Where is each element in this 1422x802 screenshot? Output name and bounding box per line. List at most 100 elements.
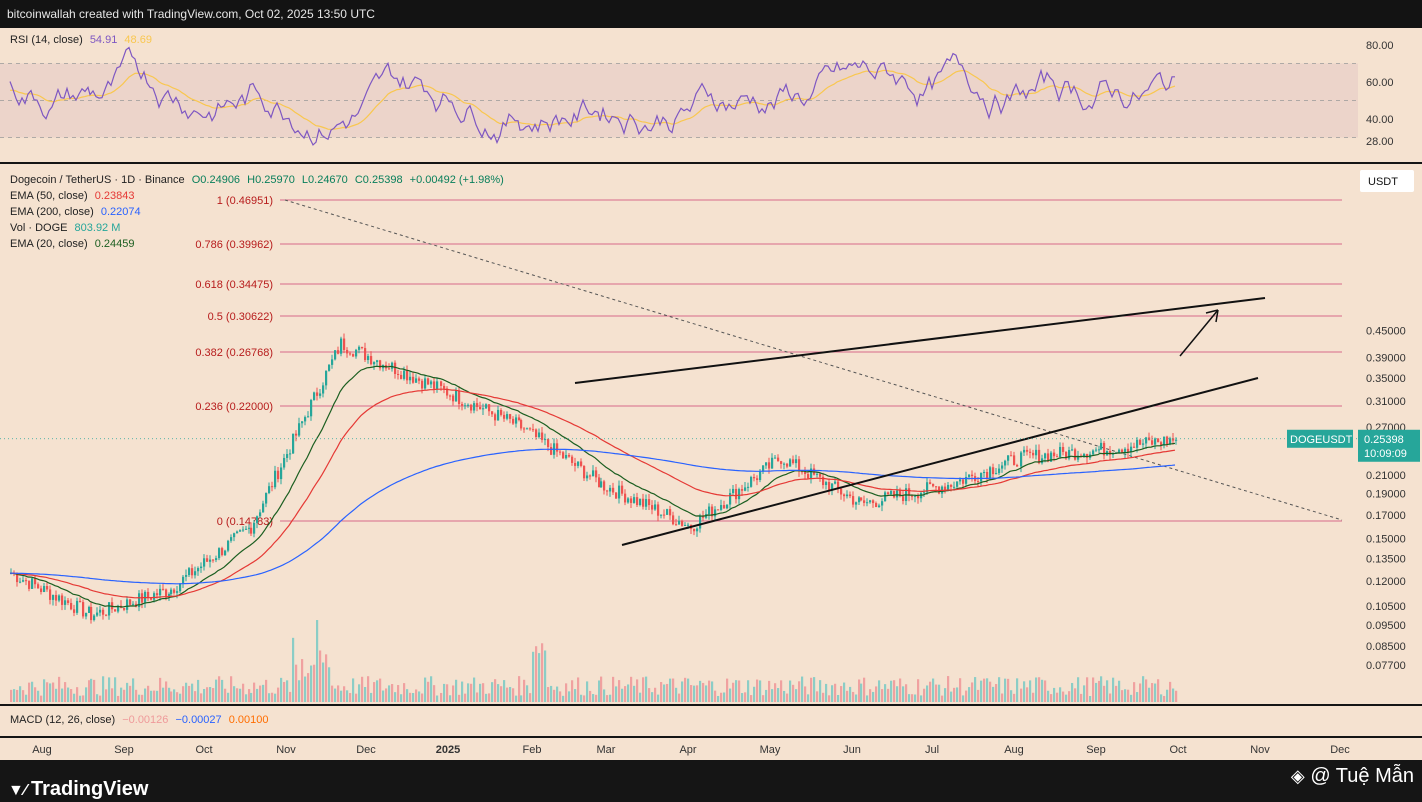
candle-body (1148, 437, 1151, 441)
candle-body (583, 465, 586, 479)
time-tick-label: Sep (114, 744, 134, 756)
candle-body (34, 578, 37, 585)
candle-body (744, 487, 747, 491)
candle-body (1118, 449, 1121, 453)
candle-body (899, 490, 902, 497)
candle-body (221, 548, 224, 556)
candle-body (58, 595, 61, 601)
candle-body (947, 484, 950, 491)
volume-bar (129, 685, 132, 702)
candle-body (1160, 442, 1163, 446)
candle-body (1092, 450, 1095, 455)
macd-legend: MACD (12, 26, close) −0.00126 −0.00027 0… (10, 714, 268, 726)
volume-bar (523, 679, 526, 702)
candle-body (923, 492, 926, 494)
candle-body (822, 476, 825, 486)
volume-bar (1154, 683, 1157, 702)
volume-bar (1080, 693, 1083, 702)
volume-bar (899, 678, 902, 702)
candle-body (926, 482, 929, 493)
candle-body (452, 395, 455, 402)
volume-bar (1059, 687, 1062, 702)
volume-bar (1118, 680, 1121, 702)
candle-body (479, 406, 482, 410)
candle-body (150, 597, 153, 600)
volume-bar (215, 679, 218, 702)
fib-level-label: 1 (0.46951) (217, 195, 273, 207)
candle-body (792, 459, 795, 464)
rsi-tick-label: 60.00 (1366, 77, 1394, 89)
volume-bar (849, 686, 852, 702)
ema20-line (10, 365, 1176, 608)
candle-body (1077, 455, 1080, 460)
volume-bar (559, 691, 562, 702)
volume-bar (672, 678, 675, 702)
rsi-price-axis[interactable]: 80.00 60.00 40.00 28.00 (1358, 28, 1422, 162)
ema50-line (10, 388, 1176, 599)
rsi-panel[interactable]: RSI (14, close) 54.91 48.69 (0, 28, 1358, 162)
volume-bar (268, 693, 271, 702)
volume-bar (506, 687, 509, 702)
volume-bar (1013, 693, 1016, 702)
volume-bar (630, 676, 633, 702)
candle-body (684, 524, 687, 526)
volume-bar (627, 684, 630, 702)
volume-bar (1056, 692, 1059, 702)
candle-body (702, 515, 705, 518)
volume-bar (759, 680, 762, 702)
volume-bar (473, 677, 476, 702)
volume-bar (343, 686, 346, 702)
price-tick-label: 0.12000 (1366, 576, 1406, 588)
volume-bar (771, 689, 774, 702)
main-price-axis[interactable]: 0.45000 0.39000 0.35000 0.31000 0.27000 0.210… (1358, 164, 1422, 704)
candle-body (1139, 439, 1142, 445)
candle-body (67, 600, 70, 603)
volume-bar (159, 677, 162, 702)
volume-bar (394, 692, 397, 702)
time-axis[interactable]: Aug Sep Oct Nov Dec 2025 Feb Mar Apr May Jun Jul Aug… (0, 738, 1422, 760)
macd-panel[interactable]: MACD (12, 26, close) −0.00126 −0.00027 0… (0, 706, 1358, 736)
volume-bar (1007, 678, 1010, 702)
volume-bar (795, 689, 798, 702)
macd-axis[interactable] (1358, 706, 1422, 736)
candle-body (565, 454, 568, 459)
volume-bar (678, 693, 681, 702)
volume-bar (1041, 679, 1044, 702)
rsi-axis-ticks: 80.00 60.00 40.00 28.00 (1366, 40, 1394, 148)
volume-bar (111, 688, 114, 702)
volume-bar (520, 695, 523, 702)
candle-body (346, 349, 349, 354)
volume-bar (798, 681, 801, 702)
volume-bar (295, 664, 298, 702)
volume-bar (43, 679, 46, 702)
volume-bar (349, 693, 352, 702)
candle-body (1175, 439, 1178, 441)
volume-bar (46, 682, 49, 702)
currency-badge (1360, 170, 1414, 192)
volume-bar (651, 692, 654, 702)
volume-bar (385, 688, 388, 702)
candle-body (750, 476, 753, 487)
candle-body (884, 492, 887, 502)
volume-bar (455, 679, 458, 702)
volume-bar (1163, 695, 1166, 702)
candle-body (179, 583, 182, 592)
volume-bar (76, 687, 79, 702)
volume-bar (1050, 694, 1053, 702)
volume-bar (929, 681, 932, 702)
volume-bar (114, 677, 117, 702)
volume-bar (932, 678, 935, 702)
candle-body (708, 506, 711, 515)
time-tick-label: Nov (1250, 744, 1270, 756)
symbol-legend: Dogecoin / TetherUS · 1D · Binance O0.24… (10, 174, 504, 186)
volume-bar (1169, 681, 1172, 702)
candle-body (1145, 437, 1148, 444)
main-price-panel[interactable]: 1 (0.46951) 0.786 (0.39962) 0.618 (0.34475… (0, 164, 1358, 704)
volume-bar (642, 677, 645, 702)
candle-body (810, 468, 813, 479)
volume-bar (391, 684, 394, 702)
volume-bar (753, 686, 756, 702)
candle-body (406, 370, 409, 381)
volume-bar (176, 692, 179, 702)
volume-bar (980, 680, 983, 702)
